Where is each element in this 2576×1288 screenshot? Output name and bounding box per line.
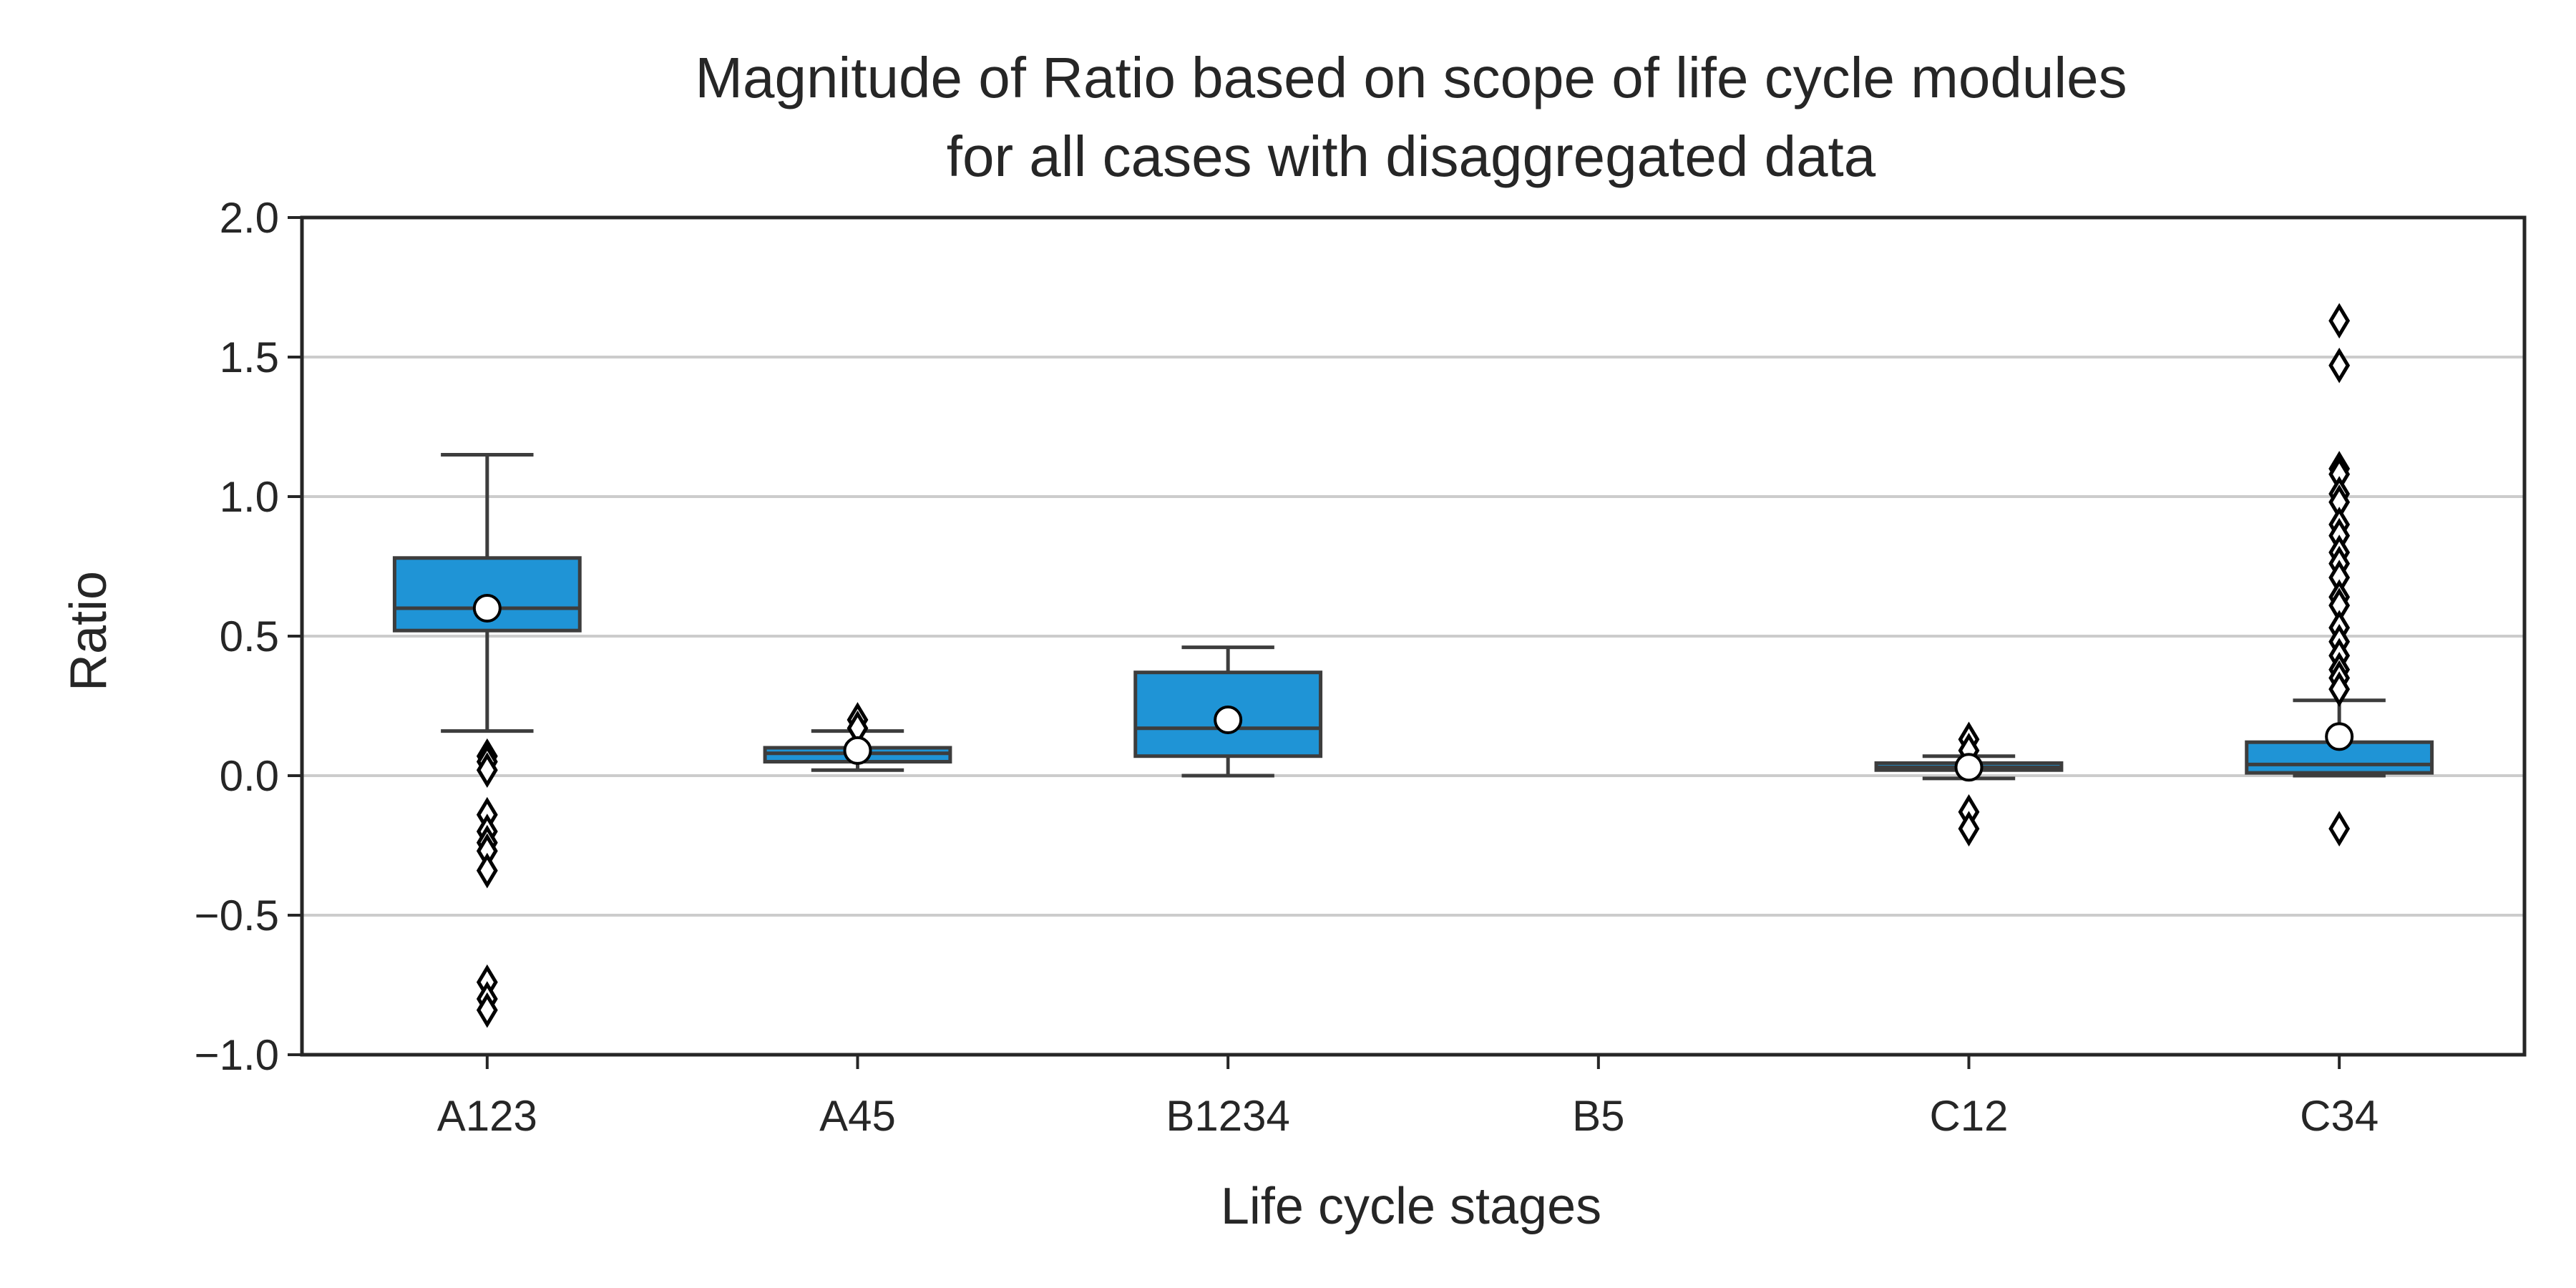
box-C12 (1874, 721, 2064, 847)
x-tick-label: C34 (2300, 1092, 2379, 1140)
outlier-point (476, 852, 498, 889)
box-A45 (763, 702, 952, 772)
y-tick-label: 1.5 (220, 333, 279, 381)
box-A123 (392, 453, 582, 1028)
x-tick-label: B5 (1572, 1092, 1624, 1140)
outlier-point (476, 992, 498, 1028)
outlier-point (2328, 811, 2351, 847)
y-tick-label: 0.5 (220, 613, 279, 660)
outlier-point (476, 752, 498, 789)
y-axis-ticks: −1.0 −0.5 0.0 0.5 1.0 1.5 2.0 (195, 194, 302, 1079)
mean-marker (472, 594, 502, 623)
y-tick-label: −0.5 (195, 892, 279, 940)
plot-frame (300, 215, 2527, 1057)
mean-marker (2325, 722, 2354, 751)
boxes (392, 303, 2434, 1028)
chart-title-line-1: Magnitude of Ratio based on scope of lif… (695, 46, 2127, 109)
chart-title-line-2: for all cases with disaggregated data (947, 125, 1876, 188)
mean-marker (843, 736, 872, 765)
y-tick-label: 2.0 (220, 194, 279, 242)
y-tick-label: 0.0 (220, 752, 279, 800)
mean-marker (1954, 753, 1984, 782)
x-tick-label: A45 (819, 1092, 896, 1140)
outlier-point (2328, 303, 2351, 339)
gridlines (302, 356, 2524, 917)
x-tick-label: C12 (1929, 1092, 2008, 1140)
y-axis-label: Ratio (60, 571, 117, 691)
x-axis-ticks: A123 A45 B1234 B5 C12 C34 (437, 1055, 2379, 1140)
chart-title: Magnitude of Ratio based on scope of lif… (695, 46, 2127, 188)
outlier-point (2328, 671, 2351, 707)
y-tick-label: 1.0 (220, 473, 279, 521)
x-tick-label: A123 (437, 1092, 537, 1140)
mean-marker (1214, 706, 1243, 734)
box-B1234 (1133, 645, 1323, 778)
x-axis-label: Life cycle stages (1221, 1178, 1601, 1235)
x-tick-label: B1234 (1166, 1092, 1290, 1140)
outlier-point (1958, 811, 1980, 847)
y-tick-label: −1.0 (195, 1031, 279, 1079)
outlier-point (2328, 347, 2351, 384)
box-C34 (2245, 303, 2434, 847)
